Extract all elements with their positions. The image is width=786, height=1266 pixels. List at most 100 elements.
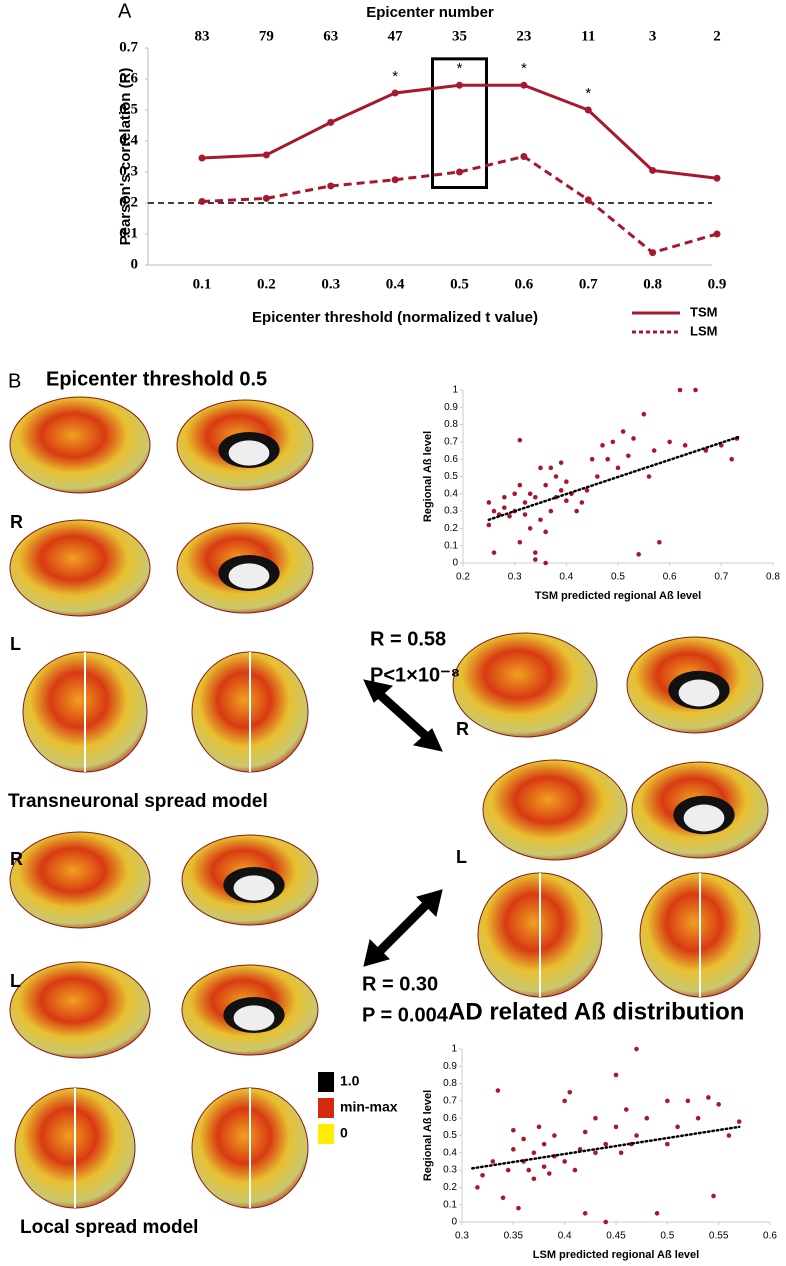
point <box>558 460 564 465</box>
point <box>538 517 543 523</box>
point <box>685 1098 691 1104</box>
point <box>553 474 559 479</box>
y-tick-label: 0.3 <box>444 506 458 517</box>
point <box>693 387 698 393</box>
x-tick-label: 0.55 <box>709 1231 729 1242</box>
brain <box>9 831 151 929</box>
y-tick-label: 0.1 <box>443 1199 457 1210</box>
point <box>500 1195 506 1201</box>
y-tick-label: 0 <box>452 558 458 569</box>
brain <box>9 961 151 1059</box>
top-tick-label: 35 <box>452 28 467 44</box>
y-tick-label: 0.2 <box>444 523 458 534</box>
hemisphere-label: R <box>10 512 23 532</box>
point <box>531 1176 537 1182</box>
brain <box>9 396 151 494</box>
point <box>538 465 543 471</box>
point <box>582 1129 588 1135</box>
x-tick-label: 0.2 <box>456 572 470 583</box>
brain <box>452 632 598 738</box>
point <box>593 1150 598 1156</box>
y-tick-label: 0.7 <box>119 39 138 55</box>
legend-label: TSM <box>690 304 717 319</box>
point <box>613 1124 619 1130</box>
point <box>644 1115 650 1121</box>
point <box>654 1211 660 1216</box>
y-tick-label: 0.4 <box>119 132 138 148</box>
y-tick-label: 0.4 <box>444 488 458 499</box>
top-tick-label: 2 <box>713 28 721 44</box>
point <box>486 522 492 528</box>
point <box>615 465 621 471</box>
x-tick-label: 0.5 <box>611 572 625 583</box>
point <box>729 456 734 462</box>
point <box>675 1124 680 1130</box>
y-tick-label: 0.5 <box>443 1130 457 1141</box>
y-tick-label: 0 <box>131 256 139 272</box>
point <box>564 479 569 484</box>
y-tick-label: 0.9 <box>444 402 458 413</box>
y-axis-title: Regional Aß level <box>422 1090 434 1181</box>
significance-marker: * <box>521 60 527 77</box>
y-tick-label: 0.6 <box>444 454 458 465</box>
brain-medial <box>233 1005 275 1031</box>
y-tick-label: 0.5 <box>119 101 138 117</box>
point <box>531 1150 537 1156</box>
x-tick-label: 0.6 <box>663 572 677 583</box>
x-tick-label: 0.1 <box>193 276 212 292</box>
x-axis-title: TSM predicted regional Aß level <box>535 590 701 602</box>
top-axis-title: Epicenter number <box>366 4 494 21</box>
hemisphere-label: L <box>10 971 21 991</box>
top-tick-label: 79 <box>259 28 274 44</box>
stat-p: P<1×10⁻⁸ <box>370 664 460 686</box>
model-title: Transneuronal spread model <box>8 791 268 812</box>
point <box>543 560 548 566</box>
model-title: AD related Aß distribution <box>448 998 744 1025</box>
hemisphere-label: L <box>456 847 467 867</box>
y-axis-title: Pearson's correlation (R) <box>117 68 134 246</box>
point <box>665 1098 670 1104</box>
point <box>546 1171 552 1176</box>
point <box>327 118 335 126</box>
top-tick-label: 63 <box>323 28 338 44</box>
colorbar-label: 0 <box>340 1125 348 1141</box>
point <box>562 1159 567 1164</box>
point <box>522 500 528 505</box>
point <box>490 1159 496 1164</box>
y-tick-label: 0.7 <box>444 437 458 448</box>
point <box>567 1089 573 1095</box>
point <box>495 1088 501 1093</box>
point <box>682 443 688 448</box>
point <box>486 500 492 505</box>
point <box>562 1098 567 1104</box>
x-tick-label: 0.4 <box>559 572 573 583</box>
significance-marker: * <box>585 85 591 102</box>
point <box>584 488 590 493</box>
point <box>706 1095 711 1100</box>
point <box>262 194 270 202</box>
point <box>527 491 533 497</box>
point <box>646 474 652 479</box>
point <box>522 512 528 517</box>
point <box>626 453 631 459</box>
double-arrow <box>363 679 443 967</box>
point <box>726 1133 732 1138</box>
point <box>520 81 528 89</box>
point <box>517 482 523 488</box>
x-tick-label: 0.3 <box>321 276 340 292</box>
point <box>491 508 497 514</box>
point <box>579 500 585 505</box>
point <box>512 491 517 497</box>
point <box>543 529 548 535</box>
point <box>520 153 528 160</box>
point <box>475 1185 480 1190</box>
y-tick-label: 0 <box>451 1217 457 1228</box>
y-tick-label: 0.1 <box>119 225 138 241</box>
point <box>491 550 497 555</box>
x-tick-label: 0.6 <box>515 276 534 292</box>
x-tick-label: 0.3 <box>455 1231 469 1242</box>
y-tick-label: 0.7 <box>443 1096 457 1107</box>
point <box>507 513 512 519</box>
y-tick-label: 0.6 <box>119 70 138 86</box>
colorbar-swatch <box>318 1072 334 1092</box>
